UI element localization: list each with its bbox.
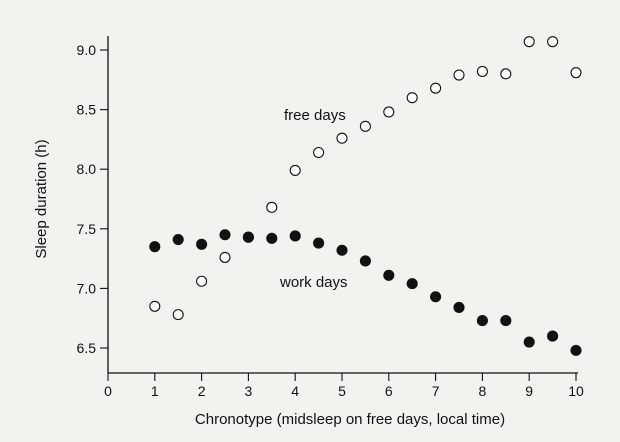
work-days-point (196, 238, 208, 250)
free-days-point (430, 82, 442, 94)
x-tick-label: 3 (245, 383, 253, 399)
x-tick-label: 5 (338, 383, 346, 399)
work-days-point (313, 237, 325, 249)
axes-layer (107, 36, 578, 374)
x-tick-label: 9 (525, 383, 533, 399)
x-ticks: 0 1 2 3 4 5 6 7 8 9 10 (104, 373, 584, 399)
free-days-point (383, 106, 395, 118)
work-days-point (500, 315, 512, 327)
free-days-point (336, 132, 348, 144)
work-days-point (289, 230, 301, 242)
work-days-point (149, 241, 161, 253)
work-days-point (523, 336, 535, 348)
free-days-point (149, 300, 161, 312)
work-days-point (476, 315, 488, 327)
free-days-point (476, 65, 488, 78)
free-days-point (172, 309, 184, 321)
work-days-point (453, 301, 465, 314)
work-days-point (172, 233, 184, 246)
free-days-point (570, 67, 582, 79)
x-axis-title: Chronotype (midsleep on free days, local… (195, 411, 505, 428)
x-tick-label: 10 (568, 383, 584, 399)
x-tick-label: 4 (291, 383, 299, 399)
x-tick-label: 1 (151, 383, 159, 399)
work-days-point (266, 232, 278, 244)
data-points (149, 36, 582, 356)
free-days-point (266, 201, 278, 213)
free-days-point (359, 120, 371, 132)
x-tick-label: 2 (198, 383, 206, 399)
free-days-point (523, 36, 535, 48)
free-days-point (289, 164, 301, 176)
work-days-point (359, 255, 371, 267)
y-tick-label: 7.0 (77, 280, 97, 296)
free-days-point (547, 36, 559, 48)
y-ticks: 6.5 7.0 7.5 8.0 8.5 9.0 (77, 42, 108, 356)
work-days-point (383, 269, 395, 281)
y-tick-label: 9.0 (77, 42, 97, 58)
y-tick-label: 7.5 (77, 221, 97, 237)
free-days-point (196, 275, 208, 287)
work-days-point (406, 278, 418, 290)
x-tick-label: 8 (479, 383, 487, 399)
work-days-point (430, 291, 442, 303)
free-days-point (313, 146, 325, 159)
series-label-work-days: work days (279, 274, 348, 291)
y-tick-label: 8.5 (77, 102, 97, 118)
x-tick-label: 6 (385, 383, 393, 399)
y-axis-title: Sleep duration (h) (33, 139, 50, 258)
work-days-point (336, 244, 348, 256)
series-label-free-days: free days (284, 107, 346, 124)
free-days-point (406, 92, 418, 104)
free-days-point (500, 68, 512, 80)
free-days-point (219, 251, 231, 263)
work-days-point (219, 229, 231, 241)
work-days-point (570, 344, 582, 356)
y-tick-label: 6.5 (77, 340, 97, 356)
free-days-point (453, 69, 465, 81)
x-tick-label: 0 (104, 383, 112, 399)
y-tick-label: 8.0 (77, 161, 97, 177)
x-tick-label: 7 (432, 383, 440, 399)
work-days-point (242, 231, 254, 243)
work-days-point (547, 330, 559, 342)
